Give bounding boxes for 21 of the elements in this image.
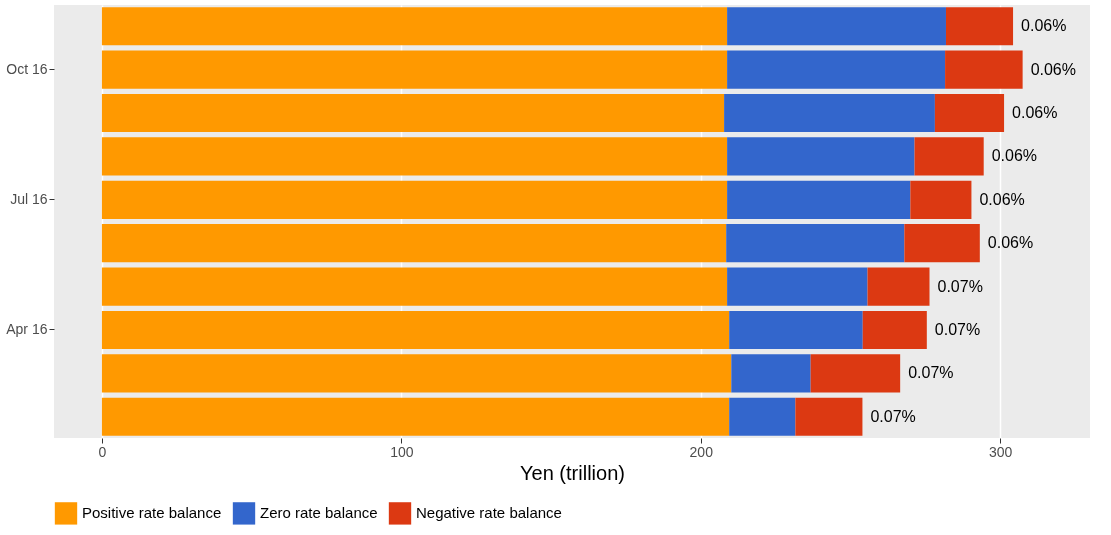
- text: 0.07%: [908, 364, 954, 382]
- text: 0.06%: [979, 190, 1025, 208]
- text: 0.06%: [1012, 104, 1058, 122]
- text: 0.07%: [937, 277, 983, 295]
- text: 0.07%: [870, 407, 916, 425]
- x-tick-label: 0: [98, 443, 107, 460]
- text: 0.06%: [1021, 17, 1067, 35]
- text: 0.06%: [1030, 60, 1077, 78]
- y-tick-label: Apr 16: [6, 320, 48, 337]
- x-tick-label: 300: [988, 443, 1013, 460]
- text: 0.06%: [987, 234, 1034, 252]
- legend-label: Positive rate balance: [82, 504, 222, 522]
- y-tick-label: Jul 16: [10, 190, 48, 207]
- legend-label: Negative rate balance: [416, 504, 562, 522]
- x-tick-label: 200: [689, 443, 714, 460]
- y-tick-label: Oct 16: [6, 60, 48, 77]
- x-axis-title: Yen (trillion): [520, 461, 625, 484]
- legend-label: Zero rate balance: [260, 504, 378, 522]
- x-tick-label: 100: [390, 443, 414, 460]
- text: 0.07%: [934, 320, 981, 338]
- text: 0.06%: [991, 147, 1038, 165]
